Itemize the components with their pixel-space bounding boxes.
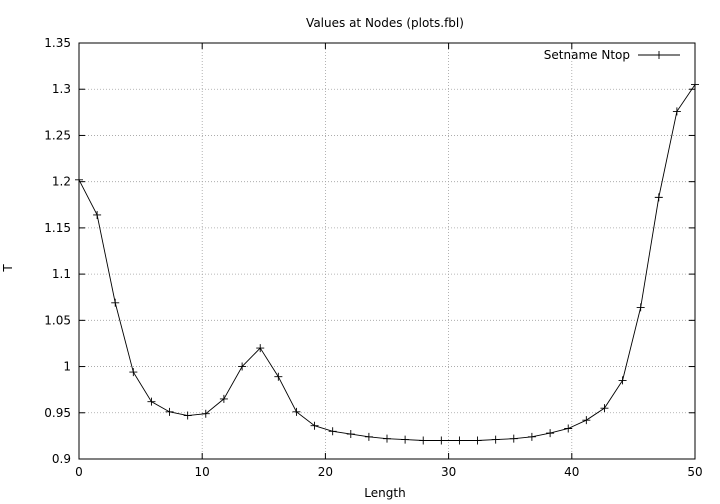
data-point-marker — [654, 193, 663, 202]
y-tick-label: 1 — [63, 360, 71, 374]
data-point-marker — [75, 175, 83, 184]
data-point-marker — [491, 435, 500, 444]
data-point-marker — [527, 432, 536, 441]
data-point-marker — [93, 210, 102, 219]
series-layer — [75, 80, 699, 445]
data-point-marker — [219, 394, 228, 403]
data-point-marker — [147, 397, 156, 406]
data-point-marker — [672, 107, 681, 116]
legend-line-sample — [638, 51, 680, 59]
data-point-marker — [419, 436, 428, 445]
data-point-marker — [473, 436, 482, 445]
legend: Setname Ntop — [544, 48, 680, 62]
y-tick-label: 1.35 — [44, 36, 71, 50]
legend-marker — [655, 51, 663, 59]
data-point-marker — [437, 436, 446, 445]
plot-frame — [78, 42, 696, 460]
x-tick-label: 0 — [75, 465, 83, 479]
data-point-marker — [455, 436, 464, 445]
x-tick-label: 20 — [318, 465, 333, 479]
y-tick-label: 1.1 — [52, 267, 71, 281]
data-point-marker — [636, 303, 645, 312]
data-point-marker — [401, 435, 410, 444]
data-point-marker — [274, 372, 283, 381]
y-tick-label: 1.05 — [44, 313, 71, 327]
y-tick-label: 1.2 — [52, 175, 71, 189]
x-tick-label: 30 — [441, 465, 456, 479]
x-tick-label: 50 — [687, 465, 702, 479]
data-point-marker — [183, 411, 192, 420]
x-tick-label: 10 — [195, 465, 210, 479]
y-tick-label: 0.9 — [52, 452, 71, 466]
data-point-marker — [546, 429, 555, 438]
data-point-marker — [238, 362, 247, 371]
data-point-marker — [691, 80, 699, 89]
y-tick-label: 1.3 — [52, 82, 71, 96]
data-point-marker — [201, 409, 210, 418]
data-point-marker — [364, 432, 373, 441]
grid-lines — [79, 43, 695, 459]
y-tick-label: 1.25 — [44, 128, 71, 142]
data-point-marker — [564, 424, 573, 433]
y-axis-label: T — [1, 264, 15, 273]
y-tick-labels: 0.9 0.95 1 1.05 1.1 1.15 1.2 1.25 1.3 1.35 — [44, 36, 71, 466]
x-tick-labels: 0 10 20 30 40 50 — [75, 465, 702, 479]
legend-label: Setname Ntop — [544, 48, 630, 62]
data-point-marker — [328, 427, 337, 436]
data-point-marker — [111, 298, 120, 307]
data-point-marker — [509, 434, 518, 443]
data-point-marker — [600, 404, 609, 413]
data-point-marker — [383, 434, 391, 443]
data-point-marker — [582, 416, 591, 425]
data-point-marker — [618, 376, 627, 385]
data-point-marker — [310, 421, 319, 430]
x-axis-label: Length — [364, 486, 405, 500]
data-point-marker — [292, 407, 301, 416]
y-tick-label: 1.15 — [44, 221, 71, 235]
data-point-marker — [165, 407, 174, 416]
y-tick-label: 0.95 — [44, 406, 71, 420]
data-point-marker — [346, 430, 355, 439]
chart-title: Values at Nodes (plots.fbl) — [306, 16, 464, 30]
x-tick-label: 40 — [564, 465, 579, 479]
data-point-marker — [129, 368, 138, 377]
data-point-marker — [256, 344, 265, 353]
